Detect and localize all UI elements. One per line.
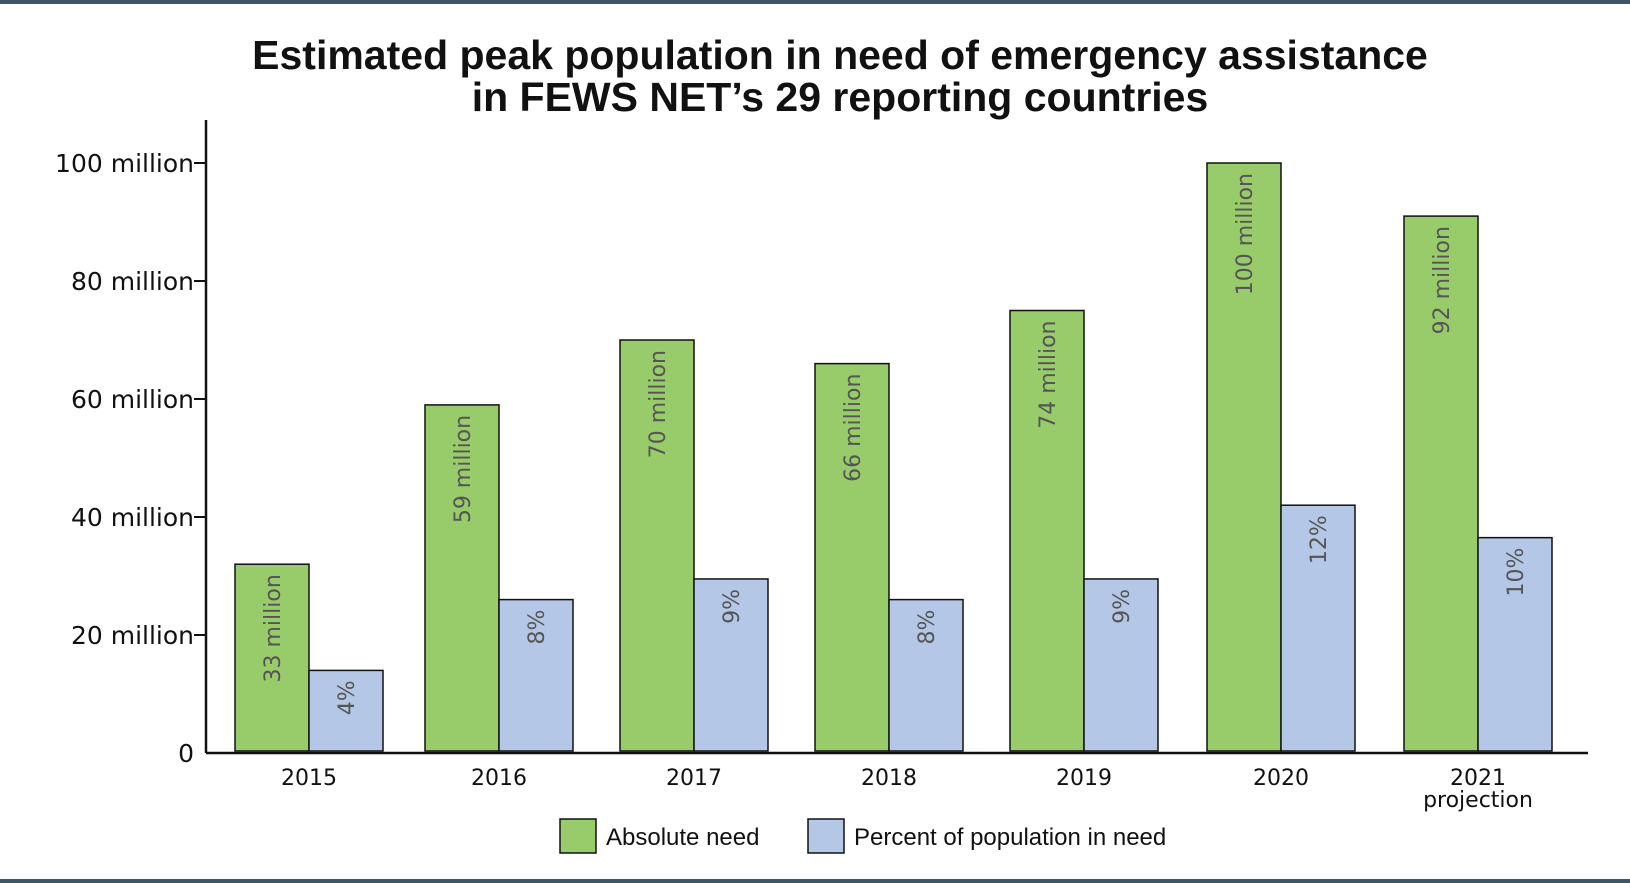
chart-legend: Absolute need Percent of population in ne… bbox=[559, 818, 1166, 854]
chart-bars: 33 million 4% 59 million 8% 70 million 9% 66 m… bbox=[234, 162, 1553, 752]
bar-percent-in-need-label: 10% bbox=[1504, 548, 1529, 597]
bar-absolute-need bbox=[1403, 215, 1479, 752]
bar-percent-in-need-label: 12% bbox=[1307, 515, 1332, 564]
x-tick-label: projection bbox=[1423, 788, 1533, 813]
bar-absolute-need bbox=[814, 362, 890, 752]
bar-absolute-need bbox=[1206, 162, 1282, 752]
x-tick-label: 2017 bbox=[666, 766, 722, 791]
bar-percent-in-need-label: 4% bbox=[335, 680, 360, 715]
x-tick-label: 2020 bbox=[1253, 766, 1309, 791]
bar-absolute-need-label: 100 million bbox=[1233, 173, 1258, 295]
bar-percent-in-need-label: 9% bbox=[720, 589, 745, 624]
x-tick-label: 2016 bbox=[471, 766, 527, 791]
y-tick-label: 100 million bbox=[55, 149, 194, 178]
chart-title-line-2: in FEWS NET’s 29 reporting countries bbox=[471, 74, 1209, 120]
bar-percent-in-need bbox=[498, 598, 574, 752]
bar-percent-in-need bbox=[308, 669, 384, 752]
legend-label: Absolute need bbox=[606, 824, 759, 851]
y-tick-label: 40 million bbox=[71, 503, 194, 532]
bar-absolute-need bbox=[619, 339, 695, 752]
y-tick-label: 60 million bbox=[71, 385, 194, 414]
bar-percent-in-need bbox=[693, 578, 769, 752]
y-tick-label: 80 million bbox=[71, 267, 194, 296]
chart-title-line-1: Estimated peak population in need of eme… bbox=[252, 32, 1428, 78]
bar-percent-in-need bbox=[888, 598, 964, 752]
bar-percent-in-need bbox=[1280, 504, 1356, 752]
x-tick-label: 2019 bbox=[1056, 766, 1112, 791]
x-tick-label: 2018 bbox=[861, 766, 917, 791]
bar-absolute-need bbox=[1009, 309, 1085, 752]
x-tick-label: 2021 bbox=[1450, 766, 1506, 791]
bar-percent-in-need-label: 8% bbox=[525, 610, 550, 645]
chart-axes: 0 20 million 40 million 60 million 80 millio… bbox=[55, 120, 1588, 813]
bar-percent-in-need bbox=[1083, 578, 1159, 752]
bar-percent-in-need-label: 9% bbox=[1110, 589, 1135, 624]
bar-percent-in-need-label: 8% bbox=[915, 610, 940, 645]
legend-swatch bbox=[559, 818, 597, 854]
bar-absolute-need-label: 70 million bbox=[646, 350, 671, 458]
legend-swatch bbox=[807, 818, 845, 854]
bar-absolute-need-label: 66 million bbox=[841, 374, 866, 482]
legend-label: Percent of population in need bbox=[854, 824, 1166, 851]
y-tick-label: 20 million bbox=[71, 621, 194, 650]
bar-absolute-need-label: 33 million bbox=[261, 574, 286, 682]
y-tick-label: 0 bbox=[178, 739, 194, 768]
bar-absolute-need bbox=[424, 404, 500, 752]
bar-absolute-need-label: 92 million bbox=[1430, 226, 1455, 334]
bar-percent-in-need bbox=[1477, 536, 1553, 752]
bar-absolute-need bbox=[234, 563, 310, 752]
bar-absolute-need-label: 74 million bbox=[1036, 321, 1061, 429]
chart-title: Estimated peak population in need of eme… bbox=[0, 34, 1630, 118]
bar-absolute-need-label: 59 million bbox=[451, 415, 476, 523]
x-tick-label: 2015 bbox=[281, 766, 337, 791]
